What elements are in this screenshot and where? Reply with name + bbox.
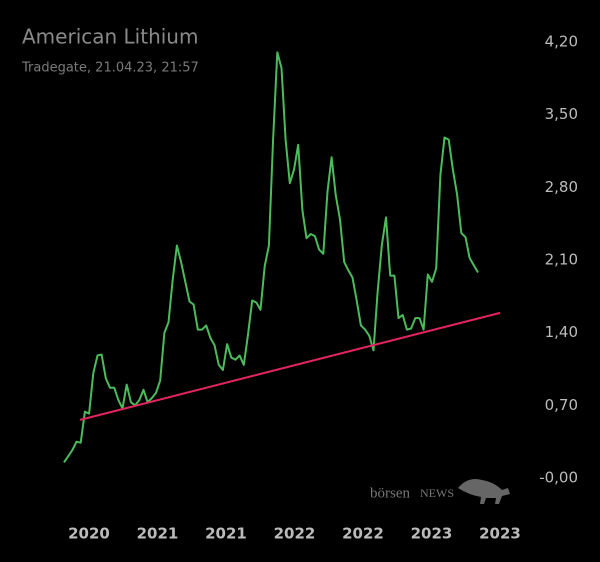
x-tick-label: 2021 xyxy=(137,525,179,543)
y-tick-label: -0,00 xyxy=(539,469,578,487)
x-tick-label: 2022 xyxy=(274,525,316,543)
price-line xyxy=(63,51,479,463)
trend-line xyxy=(79,311,501,421)
y-tick-label: 1,40 xyxy=(545,323,578,341)
x-tick-label: 2022 xyxy=(342,525,384,543)
watermark-icon xyxy=(458,479,510,504)
y-tick-label: 3,50 xyxy=(545,105,578,123)
x-tick-label: 2023 xyxy=(411,525,453,543)
y-tick-label: 0,70 xyxy=(545,396,578,414)
x-tick-label: 2021 xyxy=(205,525,247,543)
y-tick-label: 2,80 xyxy=(545,178,578,196)
y-tick-label: 4,20 xyxy=(545,33,578,51)
chart-subtitle: Tradegate, 21.04.23, 21:57 xyxy=(21,61,199,76)
watermark: NEWS xyxy=(420,486,454,500)
x-tick-label: 2023 xyxy=(479,525,521,543)
x-tick-label: 2020 xyxy=(68,525,110,543)
y-tick-label: 2,10 xyxy=(545,251,578,269)
chart-title: American Lithium xyxy=(22,25,198,49)
watermark: börsen xyxy=(370,485,410,501)
